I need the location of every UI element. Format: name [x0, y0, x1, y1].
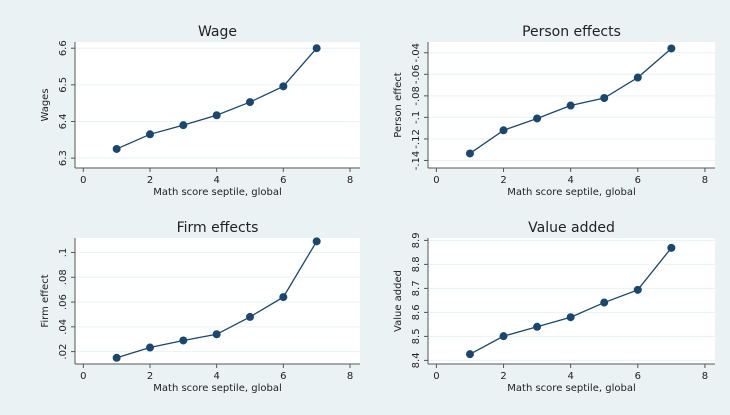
x-tick-label: 6: [635, 371, 641, 382]
x-tick-label: 0: [80, 371, 86, 382]
y-tick-label: 6.3: [58, 150, 69, 166]
y-tick-label: .08: [58, 269, 69, 285]
x-tick-label: 6: [280, 371, 286, 382]
y-axis-title: Wages: [40, 88, 51, 121]
marker: [212, 111, 221, 120]
y-tick-label: -.12: [411, 129, 422, 149]
marker: [566, 313, 575, 322]
y-tick-label: 8.4: [411, 352, 422, 368]
y-tick-label: -.14: [411, 151, 422, 171]
marker: [633, 285, 642, 294]
y-tick-label: 6.6: [58, 40, 69, 56]
x-axis-title: Math score septile, global: [153, 187, 281, 198]
x-tick-label: 2: [147, 175, 153, 186]
y-axis-title: Person effect: [393, 72, 404, 137]
marker: [465, 350, 474, 359]
x-tick-label: 2: [500, 175, 506, 186]
marker: [279, 293, 288, 302]
y-tick-label: 6.5: [58, 77, 69, 93]
y-tick-label: .04: [58, 319, 69, 335]
marker: [112, 353, 121, 362]
x-axis-title: Math score septile, global: [507, 187, 635, 198]
marker: [312, 44, 321, 53]
marker: [533, 114, 542, 123]
y-tick-label: 8.6: [411, 304, 422, 320]
marker: [533, 322, 542, 331]
chart-title: Person effects: [522, 24, 621, 40]
marker: [566, 101, 575, 110]
x-tick-label: 0: [80, 175, 86, 186]
marker: [146, 343, 154, 352]
marker: [600, 298, 609, 307]
x-axis-title: Math score septile, global: [153, 383, 281, 394]
marker: [246, 98, 254, 107]
x-tick-label: 8: [702, 175, 708, 186]
x-tick-label: 6: [635, 175, 641, 186]
x-tick-label: 4: [567, 371, 573, 382]
y-tick-label: -.06: [411, 65, 422, 85]
plot-area: [75, 238, 360, 364]
x-tick-label: 2: [147, 371, 153, 382]
y-tick-label: -.1: [411, 111, 422, 124]
x-tick-label: 4: [213, 175, 219, 186]
chart-title: Firm effects: [177, 220, 259, 236]
x-tick-label: 4: [567, 175, 573, 186]
x-tick-label: 4: [213, 371, 219, 382]
x-tick-label: 6: [280, 175, 286, 186]
marker: [146, 130, 154, 139]
marker: [179, 336, 188, 345]
y-tick-label: .1: [58, 248, 69, 258]
marker: [112, 144, 121, 153]
chart-title: Wage: [198, 24, 237, 40]
marker: [667, 243, 676, 252]
x-tick-label: 8: [702, 371, 708, 382]
x-axis-title: Math score septile, global: [507, 383, 635, 394]
x-tick-label: 8: [347, 175, 353, 186]
plot-area: [428, 238, 715, 364]
x-tick-label: 0: [433, 371, 439, 382]
chart-title: Value added: [528, 220, 615, 236]
marker: [465, 149, 474, 158]
y-axis-title: Value added: [393, 270, 404, 332]
y-tick-label: -.08: [411, 86, 422, 106]
marker: [667, 44, 676, 53]
y-tick-label: 8.9: [411, 232, 422, 248]
y-tick-label: 8.8: [411, 256, 422, 272]
y-axis-title: Firm effect: [40, 274, 51, 327]
marker: [179, 121, 188, 130]
y-tick-label: 8.7: [411, 280, 422, 296]
y-tick-label: .02: [58, 344, 69, 360]
marker: [499, 126, 508, 135]
y-tick-label: 6.4: [58, 114, 69, 130]
marker: [212, 330, 221, 339]
y-tick-label: 8.5: [411, 328, 422, 344]
marker: [499, 332, 508, 341]
x-tick-label: 2: [500, 371, 506, 382]
marker: [633, 73, 642, 82]
marker: [600, 94, 609, 102]
marker: [279, 82, 288, 91]
x-tick-label: 0: [433, 175, 439, 186]
y-tick-label: .06: [58, 294, 69, 310]
marker: [312, 237, 321, 246]
x-tick-label: 8: [347, 371, 353, 382]
y-tick-label: -.04: [411, 43, 422, 63]
marker: [246, 312, 254, 321]
